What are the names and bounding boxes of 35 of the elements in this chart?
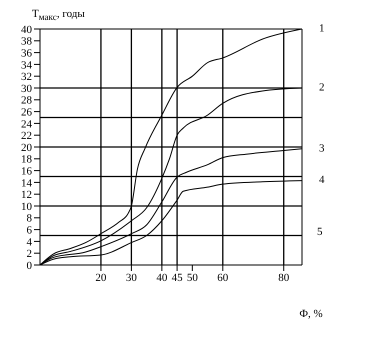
y-tick-label: 36 [21,48,32,60]
y-tick-label: 14 [21,177,32,190]
y-tick-label: 0 [26,260,32,272]
y-tick-label: 18 [21,154,32,166]
x-tick-label: 20 [95,272,107,284]
y-tick-label: 6 [26,224,32,237]
series-label: 4 [319,174,325,186]
x-tick-label: 40 [156,272,168,284]
y-axis-title: T$_{макс}$, годы [32,8,85,22]
x-tick-label: 60 [217,272,229,284]
x-axis-title: Ф, % [298,307,324,321]
series-label: 1 [319,22,324,35]
series-label: 3 [319,142,325,154]
y-tick-label: 16 [21,166,32,178]
x-tick-label: 80 [278,272,290,284]
y-tick-label: 22 [21,130,32,142]
series-label: 2 [319,82,324,94]
y-tick-label: 32 [21,71,32,84]
y-tick-label: 34 [21,59,32,72]
y-tick-label: 28 [21,94,32,107]
y-tick-label: 24 [21,118,32,130]
x-tick-label: 30 [126,272,138,284]
y-tick-label: 4 [26,236,32,248]
y-tick-label: 12 [21,189,32,202]
y-tick-label: 26 [21,106,32,119]
y-tick-label: 38 [21,36,32,48]
y-tick-label: 10 [21,200,32,213]
y-tick-label: 40 [21,24,32,36]
text: 5 [317,226,322,238]
y-tick-label: 30 [21,82,32,95]
y-tick-label: 8 [26,212,32,225]
x-tick-label: 45 [172,272,184,284]
y-tick-label: 2 [26,248,32,260]
y-tick-label: 20 [21,142,32,154]
x-tick-label: 50 [186,272,198,284]
